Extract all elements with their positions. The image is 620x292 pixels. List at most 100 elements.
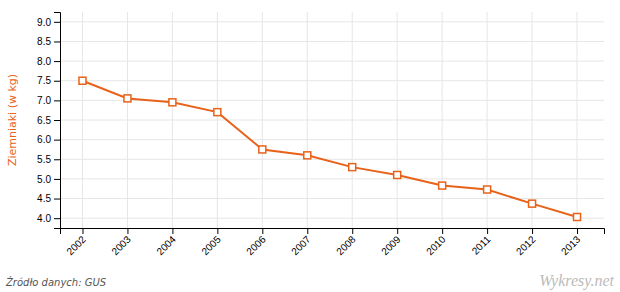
y-tick: 6.5 bbox=[37, 115, 60, 126]
y-tick-label: 8.5 bbox=[37, 36, 51, 47]
grid bbox=[60, 12, 604, 228]
y-tick-mark bbox=[54, 159, 60, 160]
x-tick: 2007 bbox=[289, 228, 313, 257]
x-tick: 2010 bbox=[424, 228, 448, 257]
x-tick: 2004 bbox=[154, 228, 178, 257]
x-tick-label: 2005 bbox=[199, 233, 223, 257]
x-tick: 2006 bbox=[244, 228, 268, 257]
y-tick-mark bbox=[54, 61, 60, 62]
y-axis-title: Ziemniaki (w kg) bbox=[6, 74, 19, 166]
y-tick-label: 6.5 bbox=[37, 115, 51, 126]
y-tick: 7.5 bbox=[37, 75, 60, 86]
x-axis: 2002 2003 2004 2005 2006 2007 2008 2009 2010 2011… bbox=[61, 228, 605, 257]
y-tick-mark bbox=[54, 140, 60, 141]
x-tick: 2002 bbox=[64, 228, 88, 257]
data-point bbox=[214, 109, 221, 116]
y-tick-mark bbox=[54, 179, 60, 180]
grid-line bbox=[60, 159, 604, 160]
y-tick-label: 4.5 bbox=[37, 193, 51, 204]
x-tick-mark bbox=[172, 228, 173, 234]
grid-line bbox=[60, 198, 604, 199]
x-tick-label: 2003 bbox=[109, 233, 133, 257]
data-point bbox=[124, 95, 131, 102]
y-tick: 4.0 bbox=[37, 213, 60, 224]
y-tick-mark bbox=[54, 120, 60, 121]
grid-line bbox=[442, 12, 443, 228]
x-tick-label: 2010 bbox=[424, 233, 448, 257]
grid-line bbox=[60, 218, 604, 219]
x-tick-mark bbox=[532, 228, 533, 234]
x-tick-label: 2013 bbox=[559, 233, 583, 257]
x-axis-line bbox=[61, 229, 605, 235]
x-tick: 2009 bbox=[379, 228, 403, 257]
x-tick: 2003 bbox=[109, 228, 133, 257]
y-tick: 8.0 bbox=[37, 56, 60, 67]
x-tick: 2012 bbox=[514, 228, 538, 257]
y-tick-label: 9.0 bbox=[37, 17, 51, 28]
x-tick-label: 2002 bbox=[64, 233, 88, 257]
data-point bbox=[304, 152, 311, 159]
y-tick-label: 6.0 bbox=[37, 134, 51, 145]
grid-line bbox=[172, 12, 173, 228]
x-tick-mark bbox=[442, 228, 443, 234]
grid-line bbox=[60, 80, 604, 81]
y-axis: 4.0 4.5 5.0 5.5 6.0 6.5 7.0 7.5 8.0 8.5 9.0 bbox=[37, 13, 60, 229]
y-tick-label: 7.5 bbox=[37, 75, 51, 86]
grid-line bbox=[60, 21, 604, 22]
data-line bbox=[82, 81, 577, 217]
watermark: Wykresy.net bbox=[539, 272, 614, 290]
data-point bbox=[259, 146, 266, 153]
grid-line bbox=[262, 12, 263, 228]
x-tick-mark bbox=[397, 228, 398, 234]
grid-line bbox=[217, 12, 218, 228]
grid-line bbox=[60, 178, 604, 179]
x-tick-mark bbox=[307, 228, 308, 234]
y-tick-mark bbox=[54, 100, 60, 101]
x-tick-label: 2006 bbox=[244, 233, 268, 257]
x-tick-mark bbox=[262, 228, 263, 234]
grid-line bbox=[352, 12, 353, 228]
grid-line bbox=[60, 120, 604, 121]
y-tick: 5.5 bbox=[37, 154, 60, 165]
x-tick-label: 2012 bbox=[514, 233, 538, 257]
x-tick-label: 2008 bbox=[334, 233, 358, 257]
y-tick-mark bbox=[54, 218, 60, 219]
y-axis-line bbox=[54, 13, 61, 229]
y-tick: 8.5 bbox=[37, 36, 60, 47]
grid-line bbox=[532, 12, 533, 228]
x-tick-mark bbox=[487, 228, 488, 234]
data-point bbox=[79, 77, 86, 84]
grid-line bbox=[82, 12, 83, 228]
y-tick-mark bbox=[54, 41, 60, 42]
x-tick-mark bbox=[127, 228, 128, 234]
y-tick-label: 5.0 bbox=[37, 174, 51, 185]
y-tick-mark bbox=[54, 22, 60, 23]
y-tick: 5.0 bbox=[37, 174, 60, 185]
grid-line bbox=[60, 41, 604, 42]
x-tick: 2008 bbox=[334, 228, 358, 257]
grid-line bbox=[127, 12, 128, 228]
grid-line bbox=[397, 12, 398, 228]
grid-line bbox=[577, 12, 578, 228]
x-tick-label: 2009 bbox=[379, 233, 403, 257]
y-tick-mark bbox=[54, 81, 60, 82]
data-point bbox=[439, 182, 446, 189]
x-tick-mark bbox=[82, 228, 83, 234]
data-point bbox=[349, 164, 356, 171]
grid-line bbox=[60, 139, 604, 140]
chart: 2002 2003 2004 2005 2006 2007 2008 2009 2010 2011… bbox=[0, 0, 620, 292]
y-tick-mark bbox=[54, 199, 60, 200]
x-tick-mark bbox=[352, 228, 353, 234]
x-tick-label: 2007 bbox=[289, 233, 313, 257]
data-point bbox=[574, 214, 581, 221]
grid-line bbox=[60, 61, 604, 62]
grid-line bbox=[307, 12, 308, 228]
x-tick-label: 2011 bbox=[470, 233, 493, 256]
y-tick-label: 4.0 bbox=[37, 213, 51, 224]
data-point bbox=[529, 200, 536, 207]
grid-line bbox=[487, 12, 488, 228]
y-tick: 9.0 bbox=[37, 17, 60, 28]
data-point bbox=[394, 171, 401, 178]
y-tick-label: 7.0 bbox=[37, 95, 51, 106]
y-tick-label: 5.5 bbox=[37, 154, 51, 165]
